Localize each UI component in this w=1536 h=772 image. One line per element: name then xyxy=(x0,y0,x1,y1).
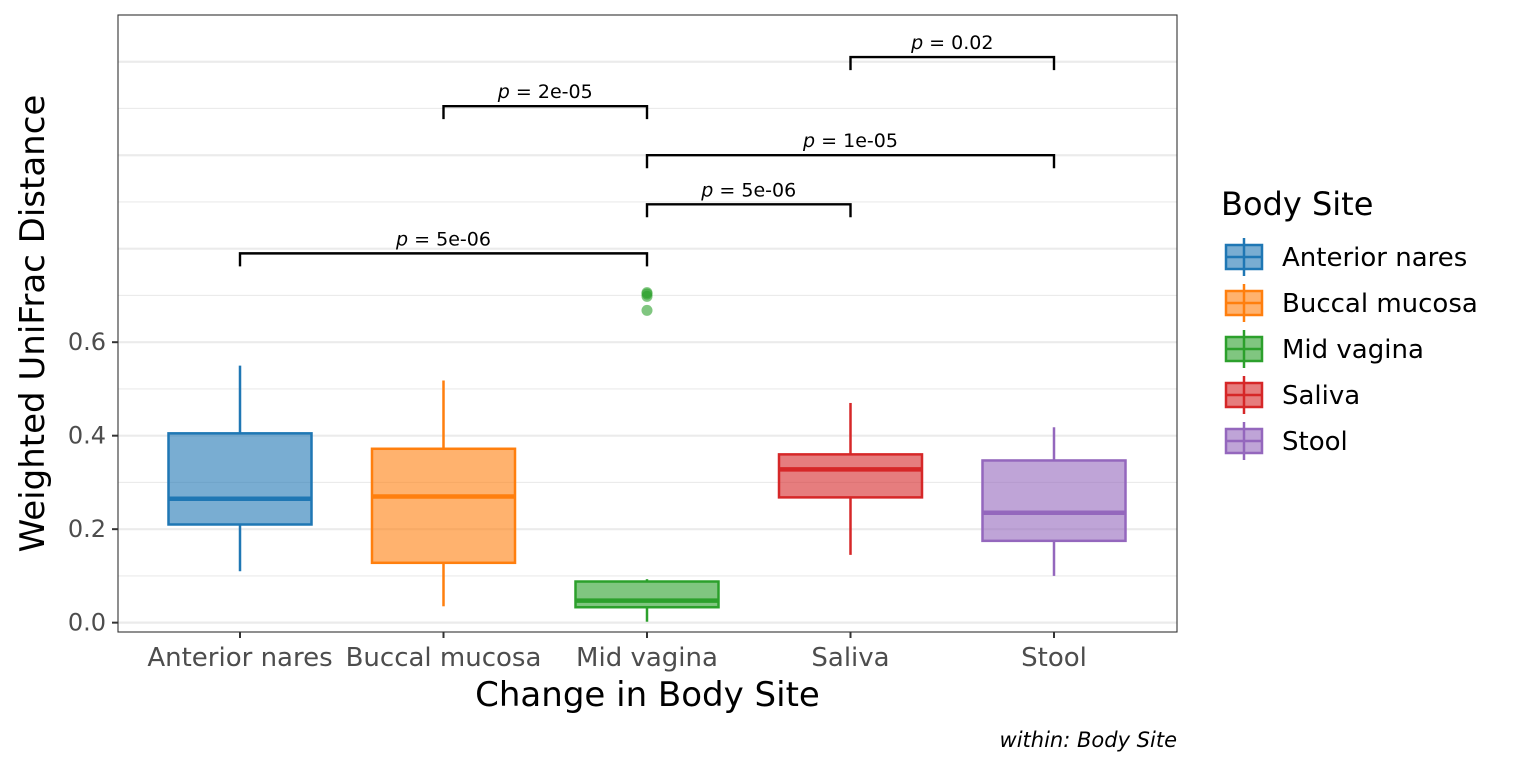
box-body xyxy=(167,432,313,526)
y-tick-label: 0.0 xyxy=(68,609,106,637)
box-buccal-mucosa xyxy=(370,380,517,607)
p-value-label: p = 5e-06 xyxy=(395,228,491,250)
significance-bracket: p = 5e-06 xyxy=(238,228,649,267)
legend-label: Anterior nares xyxy=(1282,243,1467,273)
legend-item-buccal-mucosa: Buccal mucosa xyxy=(1224,284,1478,322)
outlier-point xyxy=(641,304,653,316)
y-tick-label: 0.6 xyxy=(68,328,106,356)
significance-bracket: p = 0.02 xyxy=(849,32,1056,71)
p-value: = 0.02 xyxy=(929,32,993,54)
bracket-line xyxy=(849,55,1056,71)
bracket-line xyxy=(645,154,1056,169)
legend-item-stool: Stool xyxy=(1224,422,1348,460)
p-value-label: p = 2e-05 xyxy=(497,81,593,103)
p-value: = 1e-05 xyxy=(821,130,898,152)
significance-bracket: p = 1e-05 xyxy=(645,130,1056,169)
p-symbol: p xyxy=(700,179,719,201)
p-value: = 5e-06 xyxy=(414,228,491,250)
significance-annotations: p = 5e-06p = 5e-06p = 1e-05p = 2e-05p = … xyxy=(238,32,1056,267)
box-body xyxy=(777,453,924,499)
bracket-line xyxy=(238,252,649,267)
caption: within: Body Site xyxy=(1000,728,1177,752)
significance-bracket: p = 5e-06 xyxy=(645,179,852,218)
legend-title: Body Site xyxy=(1221,185,1373,223)
p-value-label: p = 0.02 xyxy=(910,32,993,54)
outlier-point xyxy=(641,287,653,299)
x-tick-label: Buccal mucosa xyxy=(346,643,542,673)
p-symbol: p xyxy=(910,32,929,54)
legend: Body Site Anterior nares Buccal mucosa Mid… xyxy=(1221,185,1478,460)
box-body xyxy=(981,459,1127,543)
p-value: = 2e-05 xyxy=(516,81,593,103)
legend-item-saliva: Saliva xyxy=(1224,376,1360,414)
p-value: = 5e-06 xyxy=(719,179,796,201)
axes: 0.0 0.2 0.4 0.6 Anterior nares Buccal mucosa M… xyxy=(68,328,1087,673)
x-tick-label: Anterior nares xyxy=(147,643,332,673)
box-stool xyxy=(981,427,1127,576)
legend-label: Buccal mucosa xyxy=(1282,289,1478,319)
p-symbol: p xyxy=(395,228,414,250)
legend-item-mid-vagina: Mid vagina xyxy=(1224,330,1424,368)
box-saliva xyxy=(777,402,924,555)
y-axis-title: Weighted UniFrac Distance xyxy=(13,95,53,553)
x-tick-label: Mid vagina xyxy=(576,643,718,673)
legend-label: Saliva xyxy=(1282,381,1360,411)
x-axis-title: Change in Body Site xyxy=(475,675,820,715)
x-tick-label: Saliva xyxy=(811,643,889,673)
legend-label: Stool xyxy=(1282,427,1348,457)
y-tick-label: 0.2 xyxy=(68,515,106,543)
p-value-label: p = 1e-05 xyxy=(802,130,898,152)
significance-bracket: p = 2e-05 xyxy=(442,81,649,120)
boxes xyxy=(167,287,1127,622)
box-anterior-nares xyxy=(167,365,313,572)
p-symbol: p xyxy=(802,130,821,152)
x-tick-label: Stool xyxy=(1021,643,1087,673)
bracket-line xyxy=(645,203,852,218)
legend-item-anterior-nares: Anterior nares xyxy=(1224,238,1467,276)
p-value-label: p = 5e-06 xyxy=(700,179,796,201)
y-tick-label: 0.4 xyxy=(68,422,106,450)
box-body xyxy=(370,447,517,565)
box-body xyxy=(574,580,720,609)
p-symbol: p xyxy=(497,81,516,103)
box-mid-vagina xyxy=(574,287,720,622)
bracket-line xyxy=(442,104,649,120)
legend-label: Mid vagina xyxy=(1282,335,1424,365)
